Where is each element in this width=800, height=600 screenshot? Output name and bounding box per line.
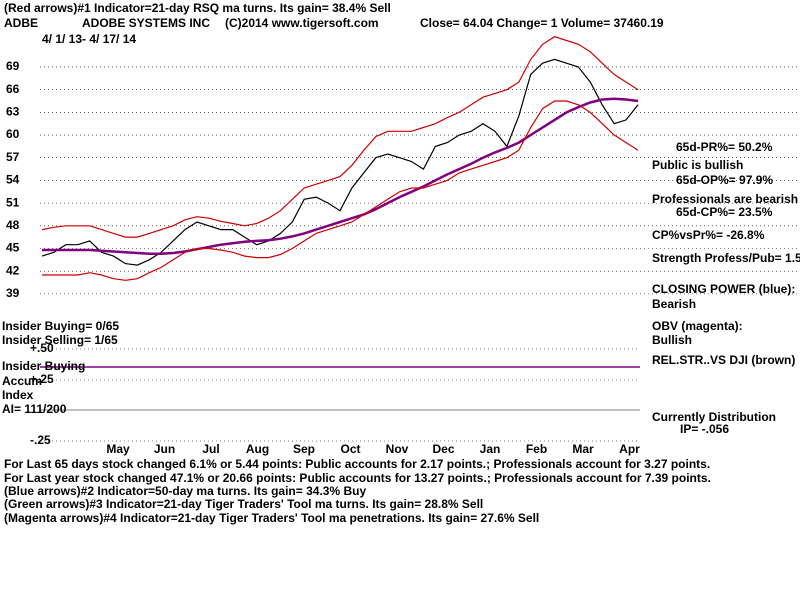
annotation: CP%vsPr%= -26.8% <box>652 228 765 242</box>
annotation: CLOSING POWER (blue): <box>652 282 795 296</box>
x-tick-label: Mar <box>572 442 594 456</box>
annotation: Index <box>2 388 34 402</box>
x-tick-label: Feb <box>526 442 547 456</box>
annotation: Bearish <box>652 297 696 311</box>
annotation: 65d-PR%= 50.2% <box>676 140 773 154</box>
x-tick-label: Jun <box>154 442 175 456</box>
annotation: (C)2014 www.tigersoft.com <box>225 16 379 30</box>
annotation: (Magenta arrows)#4 Indicator=21-day Tige… <box>4 511 539 525</box>
annotation: Accum <box>2 374 42 388</box>
x-tick-label: Dec <box>432 442 454 456</box>
annotation: Bullish <box>652 333 692 347</box>
annotation: Insider Buying= 0/65 <box>2 319 119 333</box>
series-line <box>41 36 639 238</box>
annotation: 65d-CP%= 23.5% <box>676 205 773 219</box>
y-tick-label: 39 <box>6 286 20 300</box>
y-tick-label: 48 <box>6 218 20 232</box>
x-tick-label: Aug <box>246 442 269 456</box>
x-tick-label: Apr <box>619 442 640 456</box>
annotation: -.25 <box>30 433 51 447</box>
x-tick-label: Sep <box>293 442 315 456</box>
x-tick-label: May <box>106 442 130 456</box>
annotation: For Last year stock changed 47.1% or 20.… <box>4 471 711 485</box>
annotation: +.25 <box>30 372 54 386</box>
series-line <box>42 100 639 281</box>
annotation: Currently Distribution <box>652 410 776 424</box>
x-tick-label: Jan <box>480 442 501 456</box>
annotation: Strength Profess/Pub= 1.5 <box>652 251 800 265</box>
annotation: Close= 64.04 Change= 1 Volume= 37460.19 <box>420 16 664 30</box>
annotation: 4/ 1/ 13- 4/ 17/ 14 <box>42 32 136 46</box>
x-tick-label: Oct <box>340 442 360 456</box>
y-tick-label: 63 <box>6 105 20 119</box>
annotation: (Green arrows)#3 Indicator=21-day Tiger … <box>4 497 483 511</box>
y-tick-label: 69 <box>6 59 20 73</box>
annotation: REL.STR..VS DJI (brown) <box>652 353 795 367</box>
y-tick-label: 60 <box>6 127 20 141</box>
annotation: Insider Selling= 1/65 <box>2 333 118 347</box>
x-tick-label: Nov <box>386 442 409 456</box>
chart-title: (Red arrows)#1 Indicator=21-day RSQ ma t… <box>4 1 391 15</box>
annotation: Insider Buying <box>2 359 85 373</box>
y-tick-label: 51 <box>6 195 20 209</box>
annotation: OBV (magenta): <box>652 319 743 333</box>
annotation: ADOBE SYSTEMS INC <box>82 16 210 30</box>
y-tick-label: 45 <box>6 241 20 255</box>
x-tick-label: Jul <box>202 442 219 456</box>
series-line <box>41 58 639 266</box>
y-tick-label: 66 <box>6 82 20 96</box>
annotation: For Last 65 days stock changed 6.1% or 5… <box>4 457 710 471</box>
annotation: IP= -.056 <box>680 422 729 436</box>
annotation: Public is bullish <box>652 158 743 172</box>
y-tick-label: 54 <box>6 173 20 187</box>
annotation: +.50 <box>30 341 54 355</box>
annotation: (Blue arrows)#2 Indicator=50-day ma turn… <box>4 484 366 498</box>
annotation: 65d-OP%= 97.9% <box>676 173 773 187</box>
y-tick-label: 57 <box>6 150 20 164</box>
series-line <box>42 97 639 256</box>
annotation: ADBE <box>4 16 38 30</box>
annotation: Professionals are bearish <box>652 192 798 206</box>
annotation: AI= 111/200 <box>2 402 67 416</box>
y-tick-label: 42 <box>6 263 20 277</box>
